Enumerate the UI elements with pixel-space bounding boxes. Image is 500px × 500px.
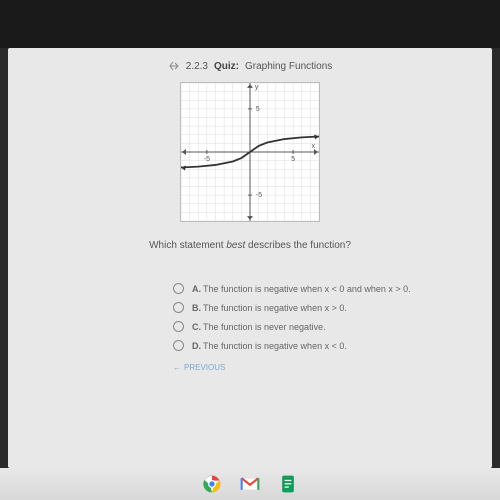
svg-text:x: x xyxy=(312,143,316,150)
options-list: A.The function is negative when x < 0 an… xyxy=(8,279,492,355)
svg-text:-5: -5 xyxy=(204,156,210,163)
question-text: Which statement best describes the funct… xyxy=(8,230,492,279)
option-c[interactable]: C.The function is never negative. xyxy=(173,317,492,336)
option-letter: A. xyxy=(192,284,201,294)
option-b[interactable]: B.The function is negative when x > 0. xyxy=(173,298,492,317)
option-text: The function is negative when x < 0 and … xyxy=(203,284,411,294)
svg-text:-5: -5 xyxy=(256,192,262,199)
prev-label: PREVIOUS xyxy=(184,363,225,372)
radio-icon[interactable] xyxy=(173,302,184,313)
labels: 5 -5 5 -5 y x xyxy=(204,84,316,199)
docs-icon[interactable] xyxy=(278,474,298,494)
svg-text:5: 5 xyxy=(291,156,295,163)
svg-text:y: y xyxy=(255,84,259,91)
radio-icon[interactable] xyxy=(173,321,184,332)
previous-button[interactable]: ← PREVIOUS xyxy=(8,355,492,372)
quiz-label: Quiz: xyxy=(214,61,239,72)
option-letter: D. xyxy=(192,341,201,351)
radio-icon[interactable] xyxy=(173,340,184,351)
question-suffix: describes the function? xyxy=(245,240,351,251)
option-d[interactable]: D.The function is negative when x < 0. xyxy=(173,336,492,355)
option-a[interactable]: A.The function is negative when x < 0 an… xyxy=(173,279,492,298)
option-letter: C. xyxy=(192,322,201,332)
svg-text:5: 5 xyxy=(256,106,260,113)
option-text: The function is negative when x < 0. xyxy=(203,341,347,351)
option-text: The function is negative when x > 0. xyxy=(203,303,347,313)
quiz-header: 2.2.3 Quiz: Graphing Functions xyxy=(8,56,492,82)
graph-container: 5 -5 5 -5 y x xyxy=(8,82,492,230)
function-graph: 5 -5 5 -5 y x xyxy=(180,82,320,222)
section-number: 2.2.3 xyxy=(186,61,208,72)
question-prefix: Which statement xyxy=(149,240,226,251)
chrome-icon[interactable] xyxy=(202,474,222,494)
prev-arrow-icon: ← xyxy=(173,363,181,372)
radio-icon[interactable] xyxy=(173,283,184,294)
quiz-title: Graphing Functions xyxy=(245,61,332,72)
os-taskbar xyxy=(0,468,500,500)
option-text: The function is never negative. xyxy=(203,322,326,332)
option-letter: B. xyxy=(192,303,201,313)
back-arrow-icon[interactable] xyxy=(168,60,180,72)
graph-svg: 5 -5 5 -5 y x xyxy=(181,83,319,221)
quiz-content: 2.2.3 Quiz: Graphing Functions 5-55-5yx … xyxy=(8,48,492,468)
gmail-icon[interactable] xyxy=(240,474,260,494)
question-emph: best xyxy=(226,240,245,251)
browser-chrome-top xyxy=(0,0,500,48)
